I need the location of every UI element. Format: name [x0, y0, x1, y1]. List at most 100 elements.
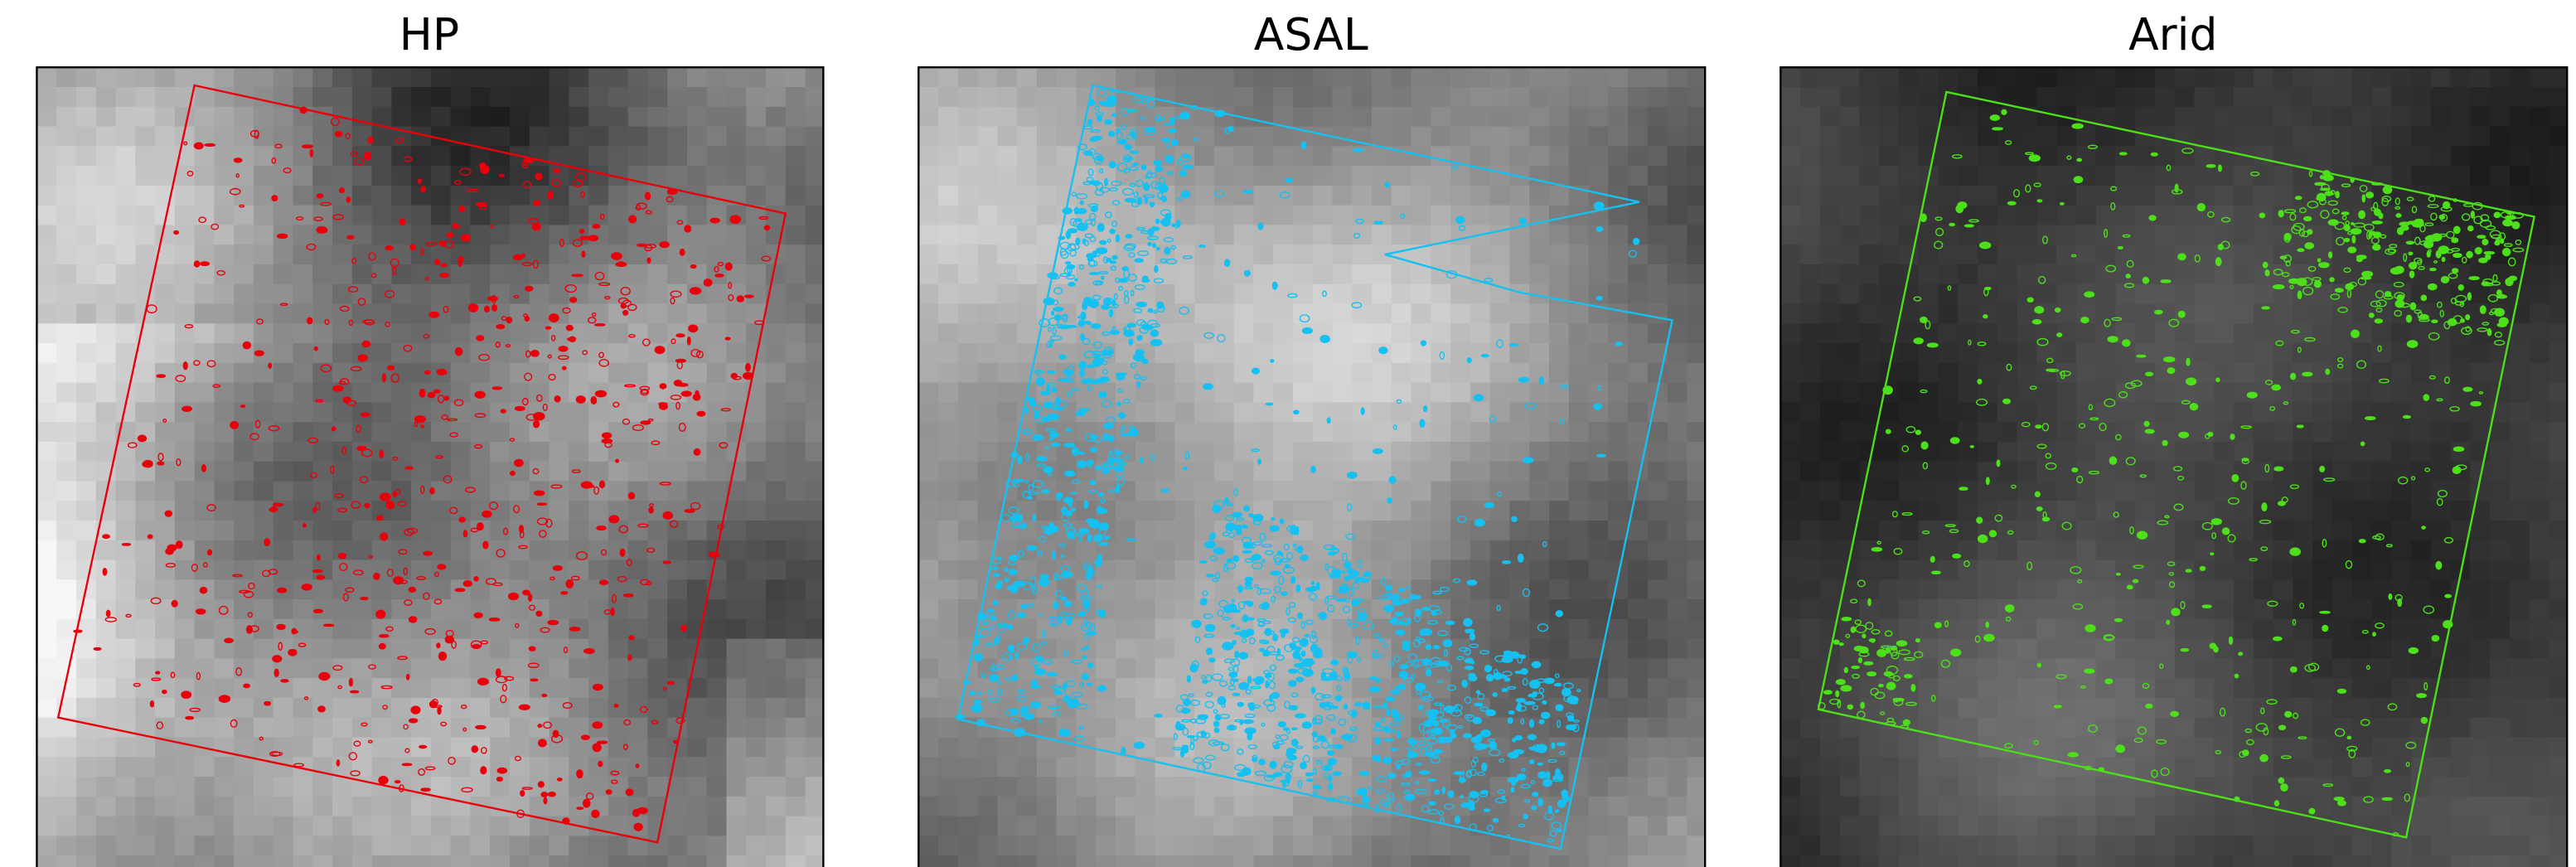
detected-feature — [1482, 763, 1487, 772]
image-pixel — [56, 186, 77, 206]
image-pixel — [1234, 186, 1255, 206]
image-pixel — [234, 206, 254, 226]
image-pixel — [647, 67, 668, 88]
image-pixel — [726, 658, 747, 679]
image-pixel — [391, 619, 412, 640]
detected-feature — [1005, 568, 1008, 571]
image-pixel — [451, 521, 472, 541]
image-pixel — [1589, 127, 1610, 148]
image-pixel — [608, 323, 629, 344]
image-pixel — [1470, 87, 1491, 108]
image-pixel — [254, 442, 274, 463]
image-pixel — [786, 501, 806, 521]
image-pixel — [938, 206, 959, 226]
detected-feature — [1306, 588, 1317, 592]
image-pixel — [1648, 855, 1668, 867]
image-pixel — [1372, 777, 1392, 797]
image-pixel — [726, 67, 747, 88]
image-pixel — [1096, 206, 1116, 226]
image-pixel — [490, 206, 511, 226]
image-pixel — [293, 836, 313, 856]
detected-feature — [496, 669, 501, 676]
image-pixel — [707, 363, 728, 384]
image-pixel — [1450, 323, 1471, 344]
image-pixel — [786, 718, 806, 739]
image-pixel — [116, 678, 137, 699]
detected-feature — [667, 681, 674, 685]
image-pixel — [1372, 107, 1392, 128]
image-pixel — [372, 462, 393, 482]
detected-feature — [544, 797, 547, 804]
image-pixel — [214, 343, 235, 364]
detected-feature — [1305, 773, 1312, 776]
image-pixel — [707, 816, 728, 837]
image-pixel — [1648, 323, 1668, 344]
image-pixel — [293, 481, 313, 501]
image-pixel — [1668, 225, 1688, 245]
image-pixel — [1194, 67, 1215, 88]
image-pixel — [1431, 343, 1451, 364]
image-pixel — [431, 146, 452, 167]
image-pixel — [1352, 855, 1373, 867]
image-pixel — [155, 383, 176, 404]
image-pixel — [510, 481, 530, 501]
image-pixel — [647, 658, 668, 679]
image-pixel — [667, 639, 688, 660]
image-pixel — [1392, 323, 1412, 344]
detected-feature — [538, 724, 542, 728]
image-pixel — [997, 816, 1018, 837]
image-pixel — [1569, 481, 1590, 501]
image-pixel — [1608, 107, 1629, 128]
image-pixel — [1490, 264, 1511, 285]
image-pixel — [116, 797, 137, 817]
image-pixel — [1648, 777, 1668, 797]
image-pixel — [293, 422, 313, 443]
image-pixel — [726, 521, 747, 541]
image-pixel — [726, 245, 747, 265]
image-pixel — [1392, 67, 1412, 88]
image-pixel — [1589, 462, 1610, 482]
image-pixel — [647, 107, 668, 128]
image-pixel — [1450, 836, 1471, 856]
image-pixel — [667, 816, 688, 837]
detected-feature — [542, 695, 547, 697]
image-pixel — [918, 402, 939, 423]
image-pixel — [530, 836, 550, 856]
image-pixel — [195, 323, 215, 344]
image-pixel — [1116, 816, 1136, 837]
image-pixel — [1372, 422, 1392, 443]
image-pixel — [36, 383, 57, 404]
image-pixel — [1253, 264, 1274, 285]
detected-feature — [1539, 719, 1544, 724]
image-pixel — [175, 777, 196, 797]
image-pixel — [1450, 521, 1471, 541]
image-pixel — [1509, 245, 1530, 265]
image-pixel — [490, 107, 511, 128]
detected-feature — [274, 669, 278, 676]
image-pixel — [1668, 757, 1688, 777]
image-pixel — [530, 87, 550, 108]
image-pixel — [1569, 146, 1590, 167]
image-pixel — [726, 737, 747, 758]
image-pixel — [707, 186, 728, 206]
detected-feature — [554, 396, 560, 402]
detected-feature — [529, 647, 535, 651]
image-pixel — [96, 797, 117, 817]
image-pixel — [588, 698, 609, 719]
image-pixel — [411, 540, 432, 561]
image-pixel — [1293, 836, 1314, 856]
detected-feature — [1384, 605, 1393, 612]
image-pixel — [628, 698, 649, 719]
image-pixel — [1628, 363, 1649, 384]
image-pixel — [1332, 521, 1353, 541]
image-pixel — [1293, 422, 1314, 443]
image-pixel — [175, 599, 196, 620]
image-pixel — [1116, 303, 1136, 324]
detected-feature — [1530, 719, 1534, 727]
image-pixel — [1490, 127, 1511, 148]
image-pixel — [1332, 383, 1353, 404]
detected-feature — [74, 630, 82, 632]
image-pixel — [1076, 777, 1097, 797]
image-pixel — [958, 303, 979, 324]
image-pixel — [1431, 245, 1451, 265]
